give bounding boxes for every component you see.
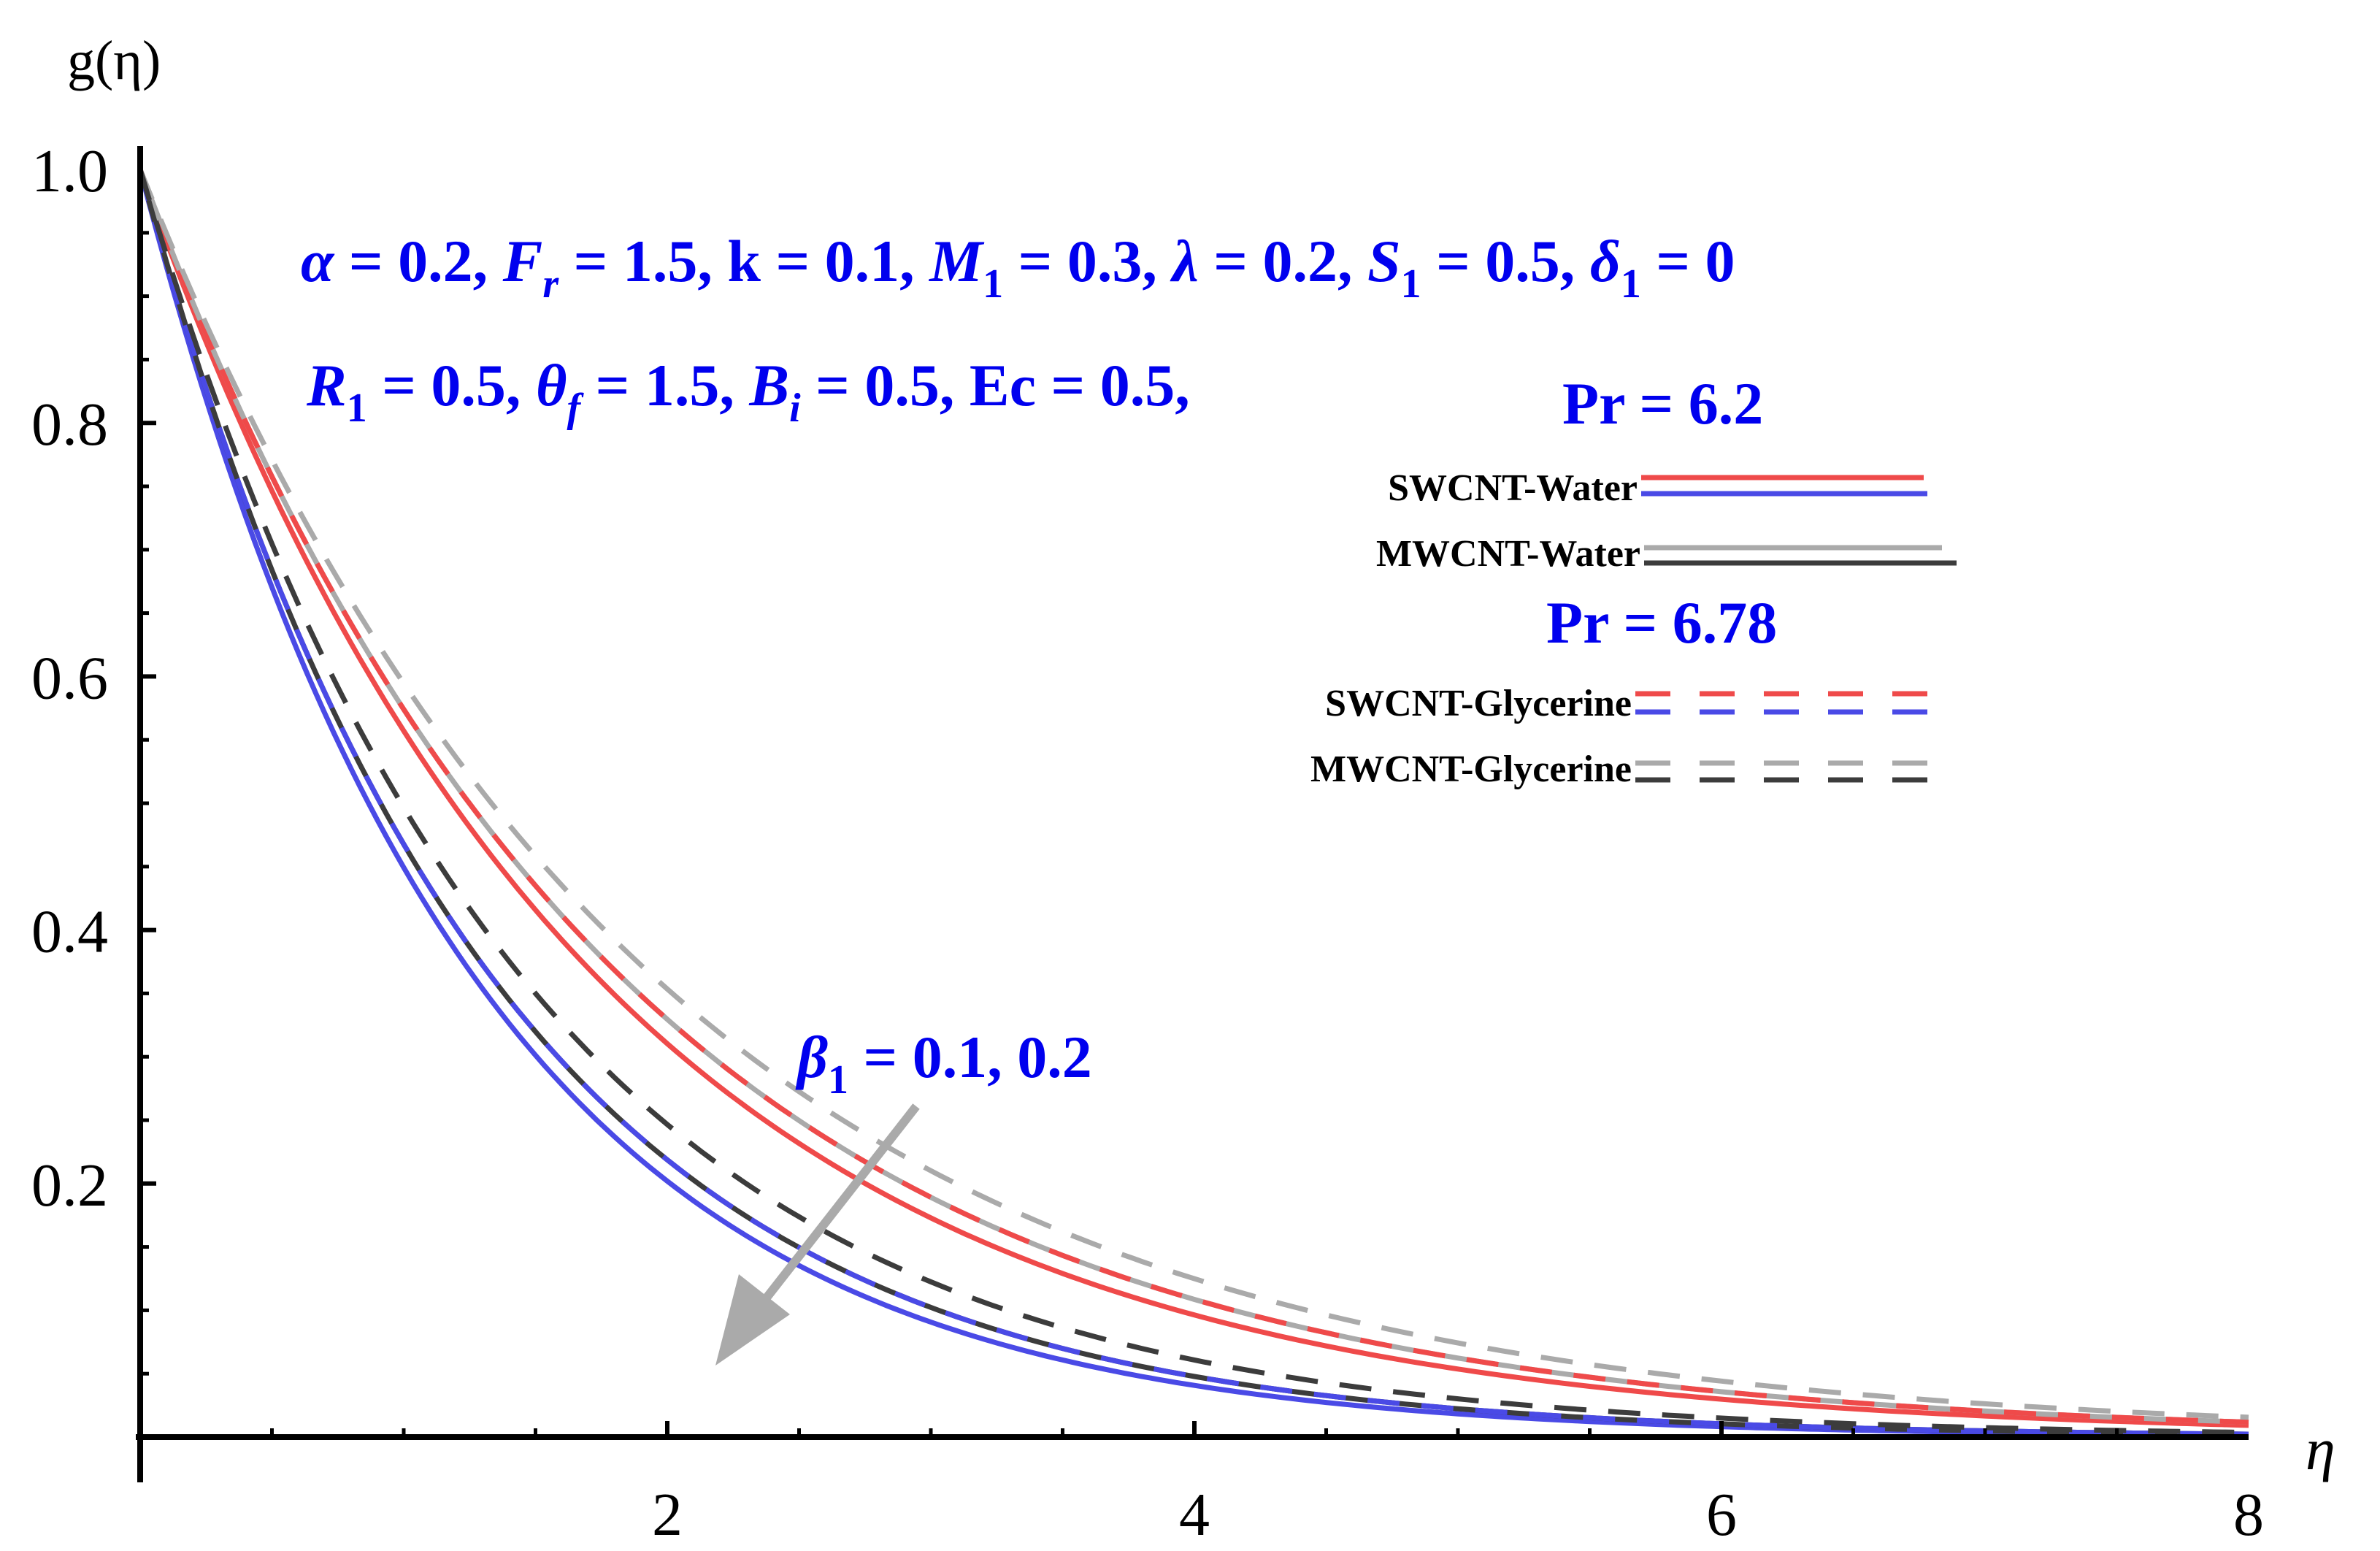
x-axis-label-text: η (2306, 1416, 2335, 1482)
x-tick-label: 8 (2233, 1481, 2264, 1549)
annotation-segment: B (748, 352, 789, 418)
trend-arrow-head (715, 1274, 790, 1366)
beta-annotation: β1 = 0.1, 0.2 (795, 1024, 1092, 1103)
legend-entry: MWCNT-Water (1376, 533, 1957, 575)
annotation-segment: = 0.1, 0.2 (848, 1024, 1092, 1090)
ticks-layer: 2 4 6 8 0.2 0.4 0.6 0.8 1.0 (31, 137, 2264, 1549)
params-line-1: α = 0.2, Fr = 1.5, k = 0.1, M1 = 0.3, λ … (301, 228, 1735, 307)
y-tick-label: 1.0 (31, 137, 108, 205)
annotation-segment: 1 (1621, 261, 1641, 307)
annotation-segment: i (789, 386, 801, 431)
x-tick-label: 2 (652, 1481, 683, 1549)
annotation-segment: = 1.5, k = 0.1, (558, 228, 929, 294)
annotation-segment: = 0.2, (1199, 228, 1367, 294)
annotation-segment: = 0.2, (334, 228, 502, 294)
series-line (137, 168, 2249, 1425)
legend-entry: MWCNT-Glycerine (1310, 748, 1935, 790)
annotation-segment: M (928, 228, 985, 294)
annotation-segment: α (301, 228, 335, 294)
annotation-segment: r (542, 261, 559, 307)
series-line (137, 169, 2249, 1437)
annotation-segment: 1 (828, 1057, 848, 1103)
pr-glycerine-label: Pr = 6.78 (1546, 589, 1777, 656)
y-axis-label-text: g(η) (67, 30, 161, 91)
annotation-segment: = 0.3, (1003, 228, 1172, 294)
trend-arrow (715, 1103, 920, 1366)
annotation-segment: = 1.5, (580, 352, 749, 418)
series-line (137, 168, 2249, 1428)
annotation-segment: = 0.5, (1421, 228, 1590, 294)
x-tick-label: 4 (1179, 1481, 1210, 1549)
legend-entry: SWCNT-Glycerine (1325, 683, 1935, 724)
x-tick-label: 6 (1706, 1481, 1737, 1549)
annotation-segment: 1 (1401, 261, 1421, 307)
annotation-segment: λ (1170, 228, 1198, 294)
annotation-segment: S (1367, 228, 1401, 294)
annotation-segment: 1 (983, 261, 1003, 307)
series-layer (137, 168, 2249, 1438)
annotation-segment: = 0 (1641, 228, 1735, 294)
annotation-segment: = 0.5, Ec = 0.5, (801, 352, 1190, 418)
y-tick-label: 0.8 (31, 391, 108, 459)
legend-label: MWCNT-Glycerine (1310, 748, 1632, 790)
y-axis-label: g(η) (67, 30, 161, 91)
annotation-segment: δ (1590, 228, 1621, 294)
series-line (137, 168, 2249, 1436)
params-line-2: R1 = 0.5, θf = 1.5, Bi = 0.5, Ec = 0.5, (306, 352, 1190, 431)
annotation-segment: F (502, 228, 543, 294)
series-line (137, 168, 2249, 1420)
annotation-segment: θ (536, 352, 567, 418)
annotation-segment: 1 (347, 386, 367, 431)
annotation-segment: R (306, 352, 347, 418)
y-tick-label: 0.4 (31, 898, 108, 966)
legend-label: MWCNT-Water (1376, 533, 1640, 575)
annotation-segment: = 0.5, (367, 352, 536, 418)
legend-entry: SWCNT-Water (1388, 467, 1927, 509)
y-tick-label: 0.2 (31, 1152, 108, 1219)
legend-label: SWCNT-Glycerine (1325, 683, 1632, 724)
annotation-segment: β (795, 1024, 828, 1090)
trend-arrow-shaft (756, 1103, 920, 1310)
y-tick-label: 0.6 (31, 644, 108, 712)
x-axis-label: η (2306, 1416, 2335, 1482)
legend: SWCNT-Water MWCNT-Water SWCNT-Glycerine MWC… (1310, 467, 1957, 790)
legend-label: SWCNT-Water (1388, 467, 1638, 509)
pr-water-label: Pr = 6.2 (1562, 370, 1763, 437)
